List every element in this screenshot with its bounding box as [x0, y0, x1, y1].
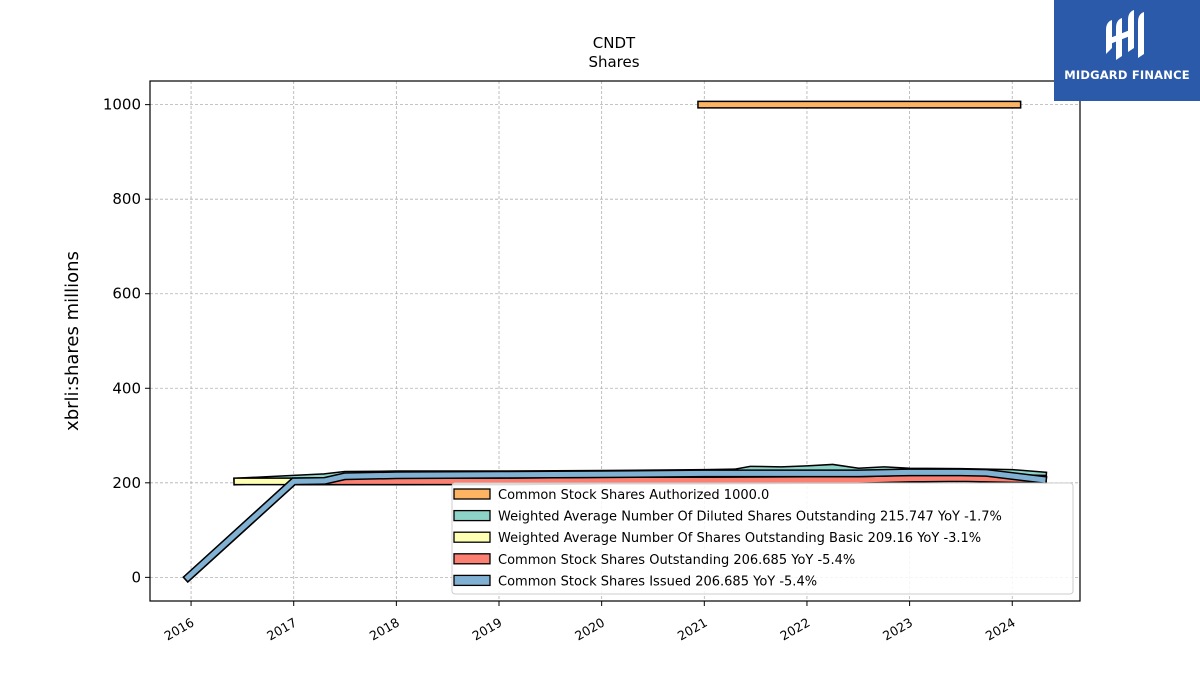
legend-entry: Weighted Average Number Of Shares Outsta… [498, 531, 981, 546]
legend-swatch [453, 574, 491, 587]
x-tick-label: 2024 [983, 615, 1018, 644]
legend-entry: Common Stock Shares Issued 206.685 YoY -… [498, 574, 817, 589]
x-tick-label: 2017 [264, 615, 299, 644]
legend-swatch [453, 553, 491, 565]
x-tick-label: 2021 [675, 615, 710, 644]
legend-entry: Weighted Average Number Of Diluted Share… [498, 510, 1002, 525]
logo-mark-icon [1106, 10, 1144, 60]
x-ticks: 2016 2017 2018 2019 2020 2021 2022 2023 2024 [162, 601, 1018, 644]
y-tick-label: 800 [112, 190, 141, 208]
y-tick-label: 1000 [103, 96, 141, 114]
midgard-finance-logo: MIDGARD FINANCE [1054, 0, 1200, 101]
series-line [184, 469, 1046, 581]
legend-box [451, 482, 1074, 595]
y-tick-label: 200 [112, 474, 141, 492]
legend-entry: Common Stock Shares Authorized 1000.0 [498, 488, 769, 503]
y-tick-label: 600 [112, 285, 141, 303]
plot-frame [149, 80, 1081, 602]
y-axis-label: xbrli:shares millions [62, 251, 83, 431]
series-common-stock-shares-issued [182, 468, 1048, 584]
legend-swatch [453, 531, 491, 543]
chart-title: CNDT [593, 34, 636, 52]
x-tick-label: 2020 [572, 615, 607, 644]
series-line [184, 475, 1046, 581]
y-tick-label: 0 [131, 568, 141, 586]
x-tick-label: 2023 [880, 615, 915, 644]
x-tick-label: 2016 [162, 615, 197, 644]
series-layer [182, 100, 1048, 584]
legend: Common Stock Shares Authorized 1000.0 Wei… [451, 482, 1074, 595]
logo-text: MIDGARD FINANCE [1064, 68, 1190, 82]
chart-subtitle: Shares [588, 53, 639, 71]
y-ticks: 0 200 400 600 800 1000 [103, 96, 150, 586]
x-tick-label: 2019 [469, 615, 504, 644]
legend-swatch [453, 509, 491, 522]
legend-entry: Common Stock Shares Outstanding 206.685 … [498, 553, 855, 568]
x-tick-label: 2018 [367, 615, 402, 644]
x-tick-label: 2022 [777, 615, 812, 644]
legend-swatch [453, 488, 491, 500]
y-tick-label: 400 [112, 379, 141, 397]
series-common-stock-shares-outstanding [182, 474, 1048, 584]
